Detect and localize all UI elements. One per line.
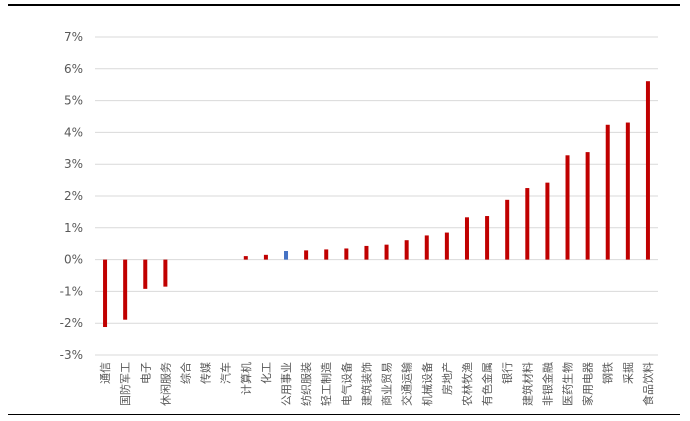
- x-tick-label: 纺织服装: [299, 362, 313, 406]
- y-tick-label: -3%: [60, 348, 83, 362]
- x-axis: 通信 国防军工 电子 休闲服务 综合 传媒 汽车 计算机 化工 公用事业 纺织服装 轻工制造 电气设备建…: [99, 362, 655, 406]
- x-tick-label: 钢铁: [602, 362, 615, 384]
- x-tick-label: 交通运输: [400, 362, 414, 406]
- gridlines: [95, 36, 658, 356]
- x-tick-label: 建筑材料: [520, 362, 534, 406]
- bar: [344, 248, 349, 260]
- bar: [143, 259, 148, 289]
- y-tick-label: 7%: [64, 30, 83, 44]
- bar: [605, 124, 610, 260]
- bar: [464, 217, 469, 260]
- x-tick-label: 综合: [178, 362, 192, 384]
- bar: [525, 188, 530, 260]
- bar: [444, 232, 449, 260]
- x-tick-label: 电气设备: [339, 362, 353, 406]
- bar: [384, 244, 389, 260]
- x-tick-label: 休闲服务: [158, 362, 172, 406]
- bar: [103, 259, 108, 328]
- y-tick-label: -2%: [60, 316, 83, 330]
- x-tick-label: 机械设备: [420, 362, 434, 406]
- y-tick-label: 6%: [64, 62, 83, 76]
- x-tick-label: 计算机: [239, 362, 253, 395]
- bar: [625, 122, 630, 260]
- x-tick-label: 有色金属: [480, 362, 494, 406]
- x-tick-label: 非银金融: [540, 362, 554, 406]
- x-tick-label: 银行: [500, 362, 514, 384]
- x-tick-label: 汽车: [219, 362, 233, 384]
- bar: [324, 249, 329, 260]
- bar: [364, 245, 369, 260]
- bar: [424, 235, 429, 260]
- bar: [123, 259, 128, 320]
- bar: [163, 259, 168, 287]
- y-tick-label: 4%: [64, 125, 83, 139]
- bar: [263, 254, 268, 260]
- y-tick-label: 1%: [64, 221, 83, 235]
- y-axis: -3% -2% -1% 0% 1% 2% 3% 4% 5% 6% 7%: [60, 30, 83, 362]
- x-tick-label: 农林牧渔: [460, 362, 474, 406]
- x-tick-label: 医药生物: [561, 362, 575, 406]
- x-tick-label: 家用电器: [581, 362, 595, 406]
- bar: [585, 152, 590, 260]
- top-rule: [8, 4, 680, 6]
- bar: [404, 240, 409, 260]
- bar: [485, 216, 490, 260]
- x-tick-label: 采掘: [621, 362, 635, 384]
- bar: [565, 155, 570, 260]
- x-tick-label: 传媒: [200, 362, 213, 384]
- bottom-rule: [8, 414, 680, 415]
- bar: [545, 182, 550, 260]
- x-tick-label: 国防军工: [118, 362, 132, 406]
- x-tick-label: 电子: [139, 362, 152, 384]
- bar: [284, 251, 289, 260]
- x-tick-label: 食品饮料: [641, 362, 655, 406]
- y-tick-label: 2%: [64, 189, 83, 203]
- x-tick-label: 商业贸易: [380, 362, 394, 406]
- x-tick-label: 房地产: [440, 362, 454, 395]
- bar: [645, 81, 650, 260]
- bars: [103, 81, 650, 328]
- x-tick-label: 化工: [259, 362, 273, 384]
- y-tick-label: 3%: [64, 157, 83, 171]
- bar: [304, 250, 309, 260]
- y-tick-label: 0%: [64, 253, 83, 267]
- bar: [505, 199, 510, 260]
- bar: [243, 256, 248, 260]
- x-tick-label: 建筑装饰: [359, 362, 373, 406]
- y-tick-label: 5%: [64, 94, 83, 108]
- x-tick-label: 公用事业: [280, 362, 293, 406]
- x-tick-label: 轻工制造: [319, 362, 333, 406]
- y-tick-label: -1%: [60, 284, 83, 298]
- x-tick-label: 通信: [99, 362, 112, 384]
